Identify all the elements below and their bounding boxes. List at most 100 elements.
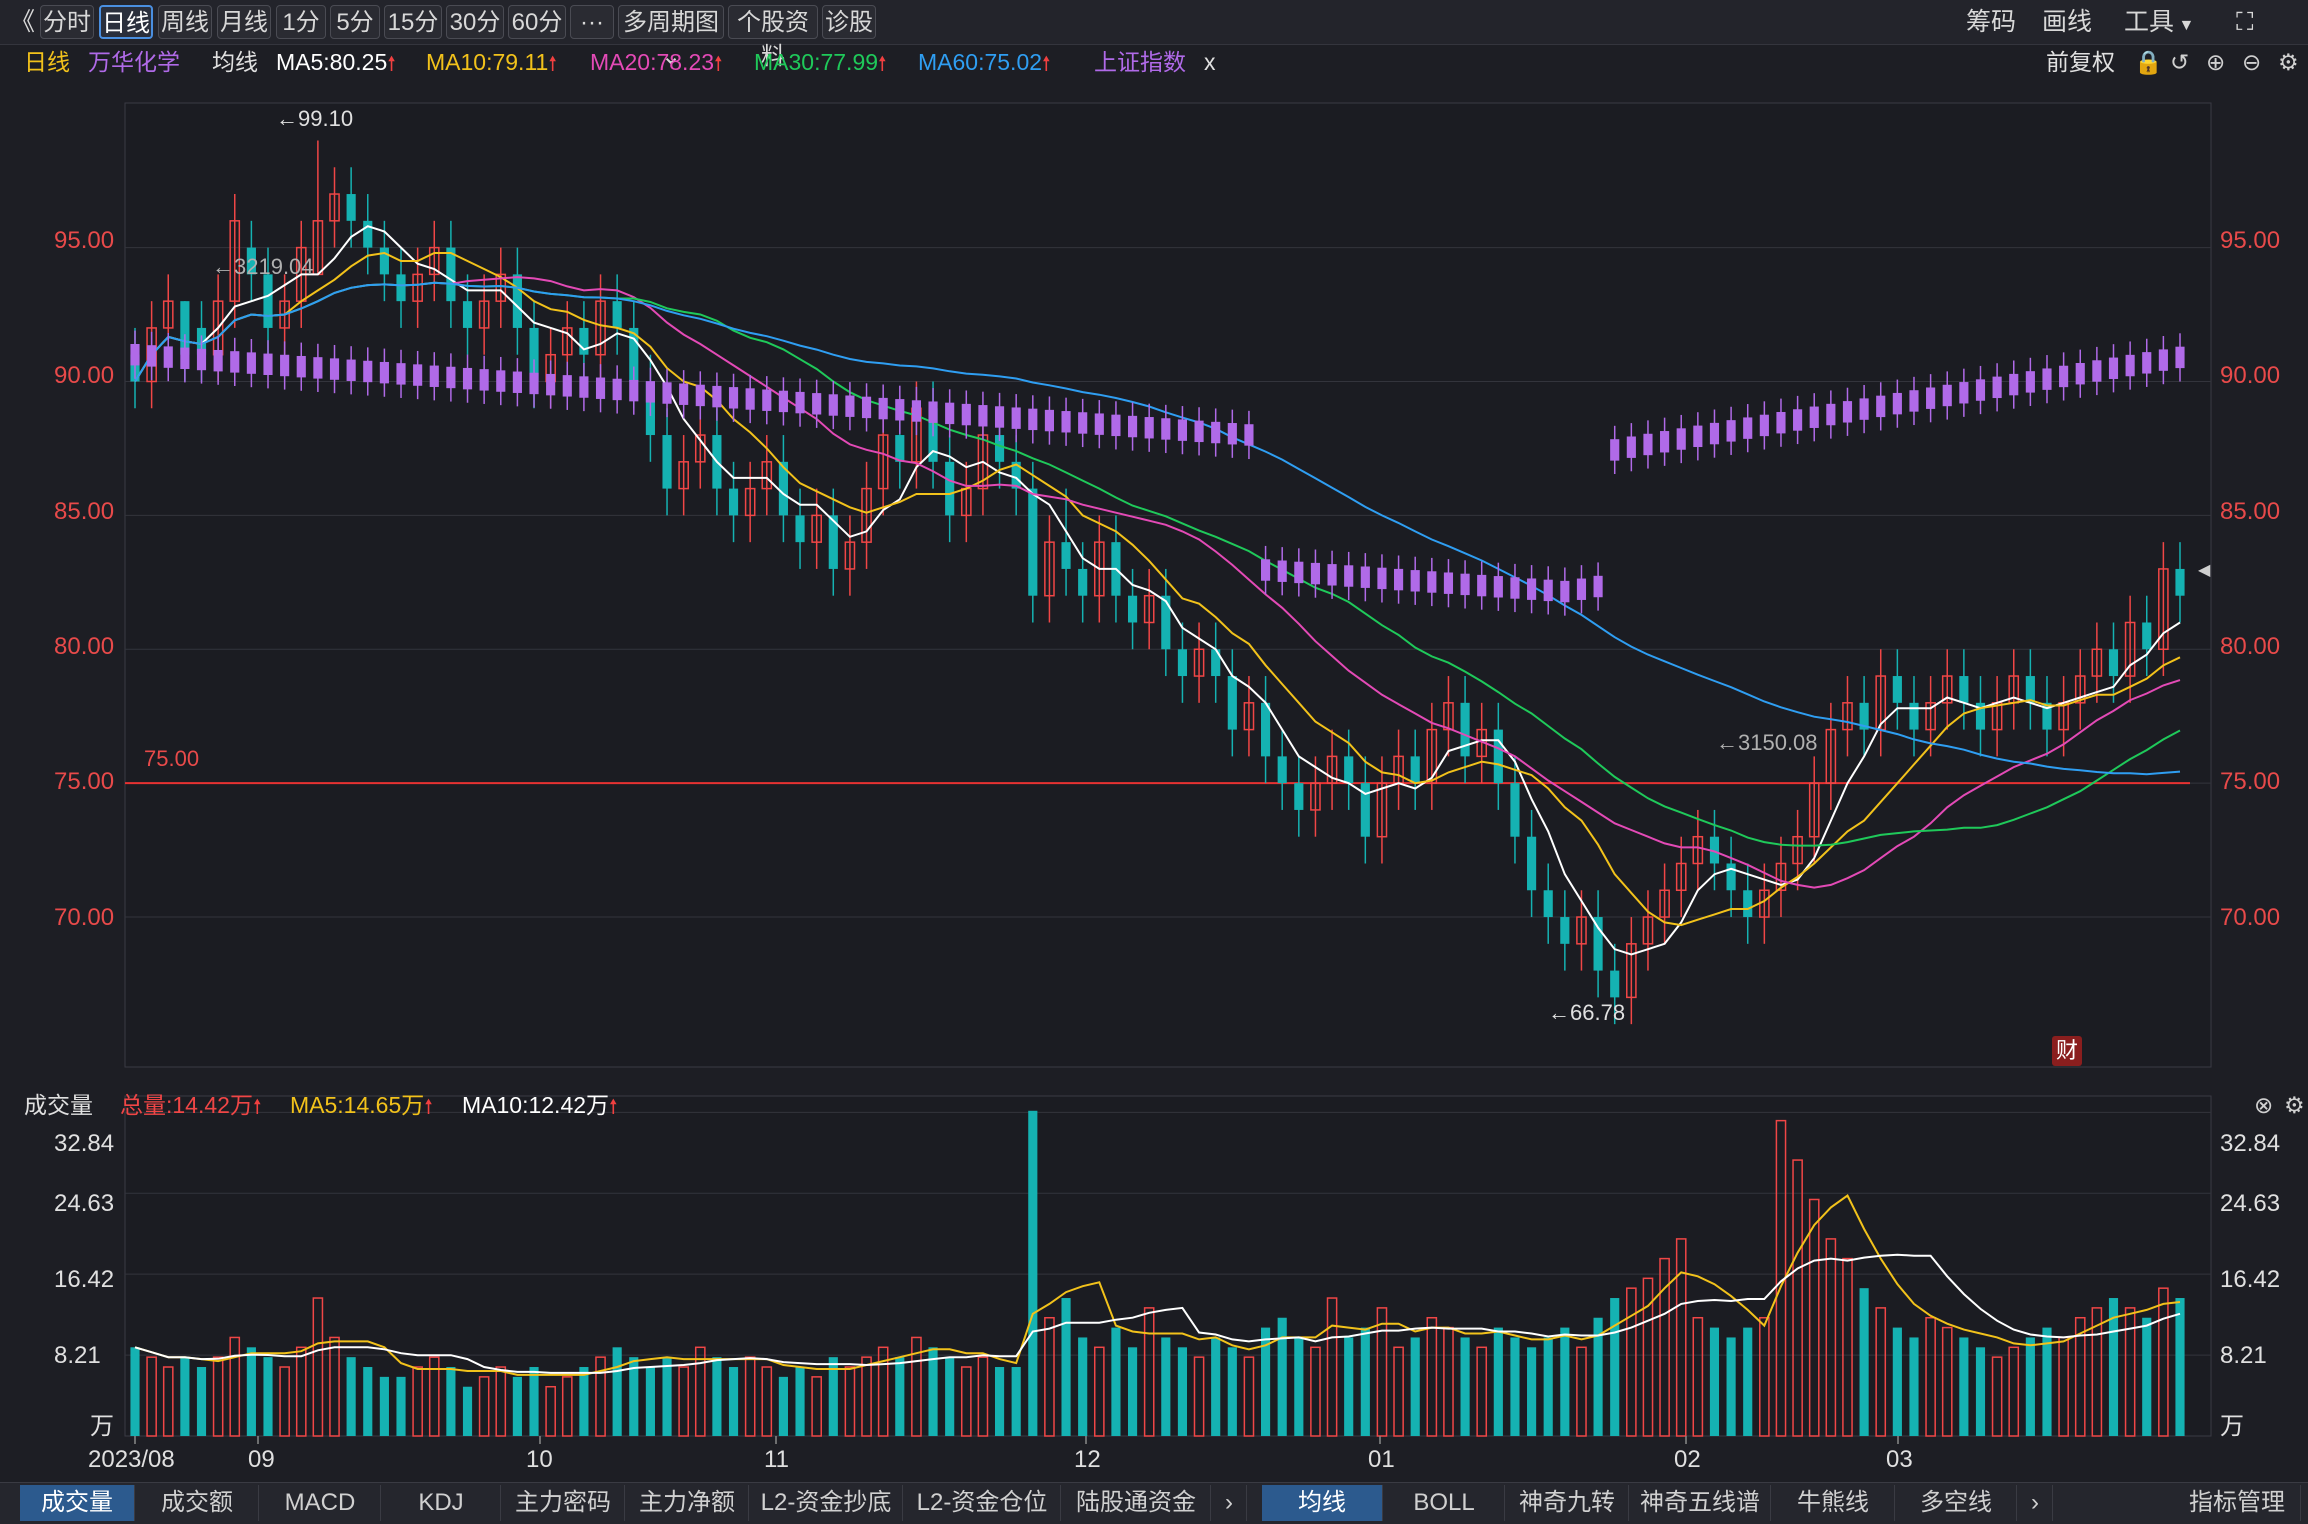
financial-report-badge[interactable]: 财 [2052, 1036, 2082, 1066]
period-button-monthly[interactable]: 月线 [217, 5, 271, 39]
price-gridlines [125, 247, 2211, 918]
index-candle-body [1177, 419, 1188, 441]
index-candle-body [1127, 415, 1138, 438]
tab-volume[interactable]: 成交量 [20, 1485, 135, 1521]
tab-kdj[interactable]: KDJ [382, 1485, 501, 1521]
candle-body [945, 461, 955, 516]
index-candle-body [446, 366, 456, 389]
index-candle-body [479, 369, 489, 391]
candle-body [1410, 756, 1420, 784]
settings-gear-icon[interactable]: ⚙ [2278, 49, 2299, 75]
index-candle-body [280, 354, 290, 377]
period-button-60min[interactable]: 60分 [508, 5, 566, 39]
indicator-manage-button[interactable]: 指标管理 [2174, 1485, 2301, 1521]
candle-body [1642, 916, 1654, 945]
tab-long-short[interactable]: 多空线 [1896, 1485, 2017, 1521]
arrow-up-icon: 🠕 [424, 1096, 433, 1118]
index-candle-body [1493, 576, 1503, 598]
undo-icon[interactable]: ↺ [2170, 49, 2190, 75]
volume-bar [895, 1357, 905, 1436]
index-overlay-close[interactable]: x [1204, 49, 1216, 75]
ma10-legend: MA10:79.11🠕 [426, 47, 557, 79]
tab-boll[interactable]: BOLL [1384, 1485, 1505, 1521]
period-button-5min[interactable]: 5分 [330, 5, 380, 39]
y-label-left-90: 90.00 [54, 362, 115, 389]
ma60-line [134, 281, 2181, 776]
stock-info-button[interactable]: 个股资料 [728, 5, 818, 70]
candle-body [861, 487, 872, 543]
ma10-line [134, 251, 2181, 927]
tab-scroll-right-icon[interactable]: › [1212, 1485, 1247, 1521]
tab-l2-position[interactable]: L2-资金仓位 [904, 1485, 1061, 1521]
tab-main-net[interactable]: 主力净额 [626, 1485, 749, 1521]
double-chevron-left-icon[interactable]: 《 [10, 8, 36, 36]
more-periods-button[interactable]: ··· [570, 5, 614, 39]
tab-macd[interactable]: MACD [260, 1485, 381, 1521]
candle-body [346, 194, 356, 221]
zoom-in-icon[interactable]: ⊕ [2206, 49, 2226, 75]
candle-body [761, 461, 773, 490]
tab-turnover[interactable]: 成交额 [136, 1485, 259, 1521]
volume-bar [2074, 1316, 2086, 1437]
volume-bar [1959, 1337, 1969, 1436]
tab-northbound[interactable]: 陆股通资金 [1062, 1485, 1211, 1521]
tab-bull-bear[interactable]: 牛熊线 [1772, 1485, 1895, 1521]
tab-main-code[interactable]: 主力密码 [502, 1485, 625, 1521]
volume-ma5: MA5:14.65万🠕 [290, 1090, 433, 1122]
arrow-up-icon: 🠕 [548, 53, 557, 75]
index-candle-body [1776, 411, 1786, 434]
candle-body [263, 274, 273, 328]
period-button-1min[interactable]: 1分 [276, 5, 326, 39]
adjust-mode-button[interactable]: 前复权 [2046, 49, 2115, 75]
index-candle-body [1061, 411, 1071, 433]
candle-body [1543, 890, 1553, 918]
period-button-15min[interactable]: 15分 [384, 5, 442, 39]
index-candle-body [163, 346, 173, 368]
candle-body [1193, 648, 1205, 677]
candle-body [512, 274, 522, 328]
index-candle-body [512, 371, 522, 393]
candle-body [1310, 782, 1321, 811]
index-candle-body [1593, 575, 1603, 598]
volume-bar [263, 1357, 273, 1436]
volume-settings-gear-icon[interactable]: ⚙ [2284, 1092, 2305, 1118]
zoom-out-icon[interactable]: ⊖ [2242, 49, 2262, 75]
close-volume-panel-icon[interactable]: ⊗ [2254, 1092, 2274, 1118]
index-overlay-label[interactable]: 上证指数 [1094, 49, 1186, 75]
lock-icon[interactable]: 🔒 [2134, 49, 2163, 75]
index-candle-body [1394, 568, 1404, 591]
candle-body [1709, 836, 1720, 864]
candle-body [329, 193, 340, 222]
fullscreen-icon[interactable]: ⛶ [2236, 8, 2254, 36]
ma60-value: MA60:75.02 [918, 49, 1043, 75]
volume-bar [1692, 1316, 1704, 1437]
volume-bar [728, 1367, 739, 1436]
multi-period-dropdown[interactable]: 多周期图 ⌄ [618, 5, 724, 70]
period-button-weekly[interactable]: 周线 [158, 5, 212, 39]
vol-label-right-16: 16.42 [2220, 1266, 2281, 1293]
tab-magic-five[interactable]: 神奇五线谱 [1630, 1485, 1771, 1521]
volume-bar [911, 1336, 922, 1437]
period-button-minute[interactable]: 分时 [40, 5, 94, 39]
volume-bar [2175, 1298, 2185, 1436]
period-button-daily[interactable]: 日线 [99, 5, 153, 39]
index-candle-body [1543, 579, 1553, 602]
volume-bar [612, 1347, 622, 1436]
tab-magic-nine[interactable]: 神奇九转 [1506, 1485, 1629, 1521]
volume-bar [1875, 1307, 1887, 1437]
tab-ma[interactable]: 均线 [1262, 1485, 1383, 1521]
index-candle-body [1111, 414, 1121, 437]
tab-l2-bottom-fishing[interactable]: L2-资金抄底 [750, 1485, 903, 1521]
vol-label-left-16: 16.42 [54, 1266, 115, 1293]
tab-scroll-right-icon-2[interactable]: › [2018, 1485, 2053, 1521]
chip-button[interactable]: 筹码 [1966, 8, 2017, 36]
volume-bar [1991, 1356, 2003, 1437]
diagnose-button[interactable]: 诊股 [822, 5, 876, 39]
horizontal-line-label[interactable]: 75.00 [144, 746, 200, 771]
tools-dropdown[interactable]: 工具 ▼ [2124, 5, 2194, 39]
period-button-30min[interactable]: 30分 [446, 5, 504, 39]
index-candle-body [1676, 428, 1686, 450]
draw-line-button[interactable]: 画线 [2042, 8, 2093, 36]
volume-bar [861, 1356, 872, 1437]
